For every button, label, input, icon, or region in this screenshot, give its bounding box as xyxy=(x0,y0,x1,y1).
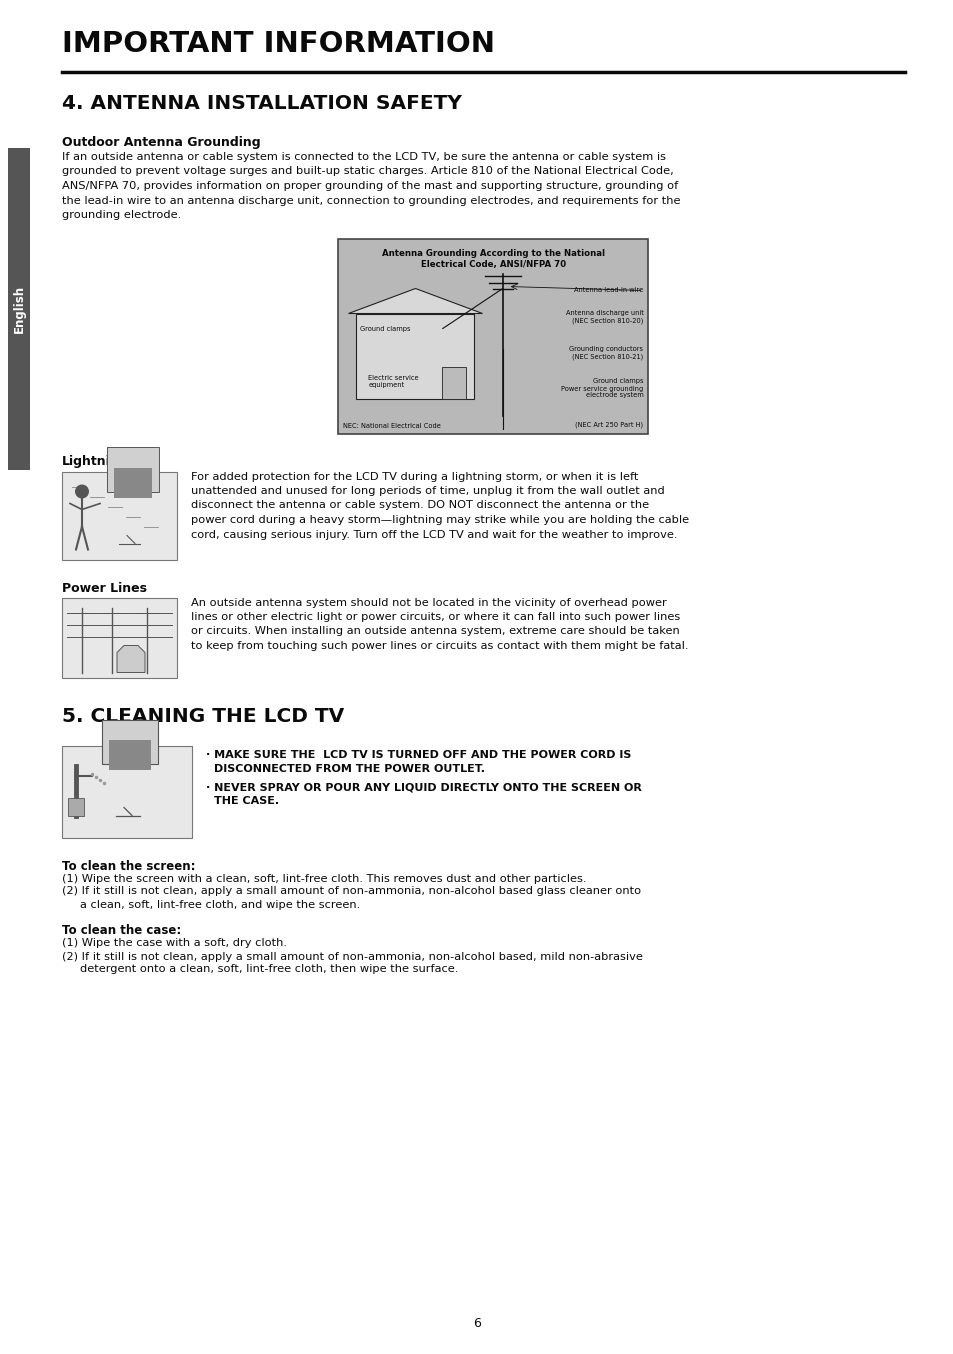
Text: detergent onto a clean, soft, lint-free cloth, then wipe the surface.: detergent onto a clean, soft, lint-free … xyxy=(80,964,457,975)
Bar xyxy=(356,314,474,398)
Text: Lightning: Lightning xyxy=(62,455,129,468)
Text: lines or other electric light or power circuits, or where it can fall into such : lines or other electric light or power c… xyxy=(191,612,679,621)
Text: cord, causing serious injury. Turn off the LCD TV and wait for the weather to im: cord, causing serious injury. Turn off t… xyxy=(191,529,677,539)
Text: (2) If it still is not clean, apply a small amount of non-ammonia, non-alcohol b: (2) If it still is not clean, apply a sm… xyxy=(62,887,640,896)
Circle shape xyxy=(75,485,89,498)
Text: An outside antenna system should not be located in the vicinity of overhead powe: An outside antenna system should not be … xyxy=(191,597,666,608)
Bar xyxy=(8,148,30,470)
Bar xyxy=(68,798,84,815)
Text: 4. ANTENNA INSTALLATION SAFETY: 4. ANTENNA INSTALLATION SAFETY xyxy=(62,93,461,112)
Text: (NEC Art 250 Part H): (NEC Art 250 Part H) xyxy=(575,422,643,428)
Text: 5. CLEANING THE LCD TV: 5. CLEANING THE LCD TV xyxy=(62,708,344,727)
Text: (1) Wipe the case with a soft, dry cloth.: (1) Wipe the case with a soft, dry cloth… xyxy=(62,938,287,949)
Text: a clean, soft, lint-free cloth, and wipe the screen.: a clean, soft, lint-free cloth, and wipe… xyxy=(80,899,360,910)
Text: the lead-in wire to an antenna discharge unit, connection to grounding electrode: the lead-in wire to an antenna discharge… xyxy=(62,195,679,206)
Text: to keep from touching such power lines or circuits as contact with them might be: to keep from touching such power lines o… xyxy=(191,640,688,651)
Text: grounding electrode.: grounding electrode. xyxy=(62,210,181,219)
Bar xyxy=(62,471,177,559)
Text: 6: 6 xyxy=(473,1317,480,1330)
Text: Electrical Code, ANSI/NFPA 70: Electrical Code, ANSI/NFPA 70 xyxy=(420,260,565,268)
Polygon shape xyxy=(348,288,482,314)
Polygon shape xyxy=(117,646,145,673)
Text: (2) If it still is not clean, apply a small amount of non-ammonia, non-alcohol b: (2) If it still is not clean, apply a sm… xyxy=(62,952,642,961)
Bar xyxy=(113,467,152,497)
Bar xyxy=(62,597,177,677)
Text: power cord during a heavy storm—lightning may strike while you are holding the c: power cord during a heavy storm—lightnin… xyxy=(191,515,688,525)
Text: For added protection for the LCD TV during a lightning storm, or when it is left: For added protection for the LCD TV duri… xyxy=(191,471,638,482)
Text: grounded to prevent voltage surges and built-up static charges. Article 810 of t: grounded to prevent voltage surges and b… xyxy=(62,167,673,176)
Text: DISCONNECTED FROM THE POWER OUTLET.: DISCONNECTED FROM THE POWER OUTLET. xyxy=(213,764,484,773)
Bar xyxy=(338,238,648,433)
Text: (1) Wipe the screen with a clean, soft, lint-free cloth. This removes dust and o: (1) Wipe the screen with a clean, soft, … xyxy=(62,873,586,884)
Text: Antenna lead-in wire: Antenna lead-in wire xyxy=(574,287,643,292)
Bar xyxy=(102,719,158,764)
Text: Electric service
equipment: Electric service equipment xyxy=(368,375,418,389)
Text: NEC: National Electrical Code: NEC: National Electrical Code xyxy=(343,422,441,428)
Text: To clean the screen:: To clean the screen: xyxy=(62,860,195,872)
Text: Ground clamps
Power service grounding
electrode system: Ground clamps Power service grounding el… xyxy=(560,379,643,398)
Text: Antenna discharge unit
(NEC Section 810-20): Antenna discharge unit (NEC Section 810-… xyxy=(565,310,643,324)
Text: THE CASE.: THE CASE. xyxy=(213,796,279,806)
Text: Antenna Grounding According to the National: Antenna Grounding According to the Natio… xyxy=(381,249,604,257)
Text: · MAKE SURE THE  LCD TV IS TURNED OFF AND THE POWER CORD IS: · MAKE SURE THE LCD TV IS TURNED OFF AND… xyxy=(206,750,631,761)
Bar xyxy=(109,739,151,769)
Text: Power Lines: Power Lines xyxy=(62,581,147,594)
Bar xyxy=(62,746,192,838)
Text: IMPORTANT INFORMATION: IMPORTANT INFORMATION xyxy=(62,30,495,58)
Text: English: English xyxy=(12,284,26,333)
Text: or circuits. When installing an outside antenna system, extreme care should be t: or circuits. When installing an outside … xyxy=(191,627,679,636)
Text: Grounding conductors
(NEC Section 810-21): Grounding conductors (NEC Section 810-21… xyxy=(569,347,643,360)
Bar xyxy=(442,367,466,398)
Text: Outdoor Antenna Grounding: Outdoor Antenna Grounding xyxy=(62,135,260,149)
Bar xyxy=(107,447,159,492)
Text: To clean the case:: To clean the case: xyxy=(62,925,181,937)
Text: ANS/NFPA 70, provides information on proper grounding of the mast and supporting: ANS/NFPA 70, provides information on pro… xyxy=(62,181,678,191)
Text: unattended and unused for long periods of time, unplug it from the wall outlet a: unattended and unused for long periods o… xyxy=(191,486,664,496)
Text: If an outside antenna or cable system is connected to the LCD TV, be sure the an: If an outside antenna or cable system is… xyxy=(62,152,665,162)
Text: · NEVER SPRAY OR POUR ANY LIQUID DIRECTLY ONTO THE SCREEN OR: · NEVER SPRAY OR POUR ANY LIQUID DIRECTL… xyxy=(206,783,641,792)
Text: Ground clamps: Ground clamps xyxy=(360,326,411,333)
Text: disconnect the antenna or cable system. DO NOT disconnect the antenna or the: disconnect the antenna or cable system. … xyxy=(191,501,648,510)
